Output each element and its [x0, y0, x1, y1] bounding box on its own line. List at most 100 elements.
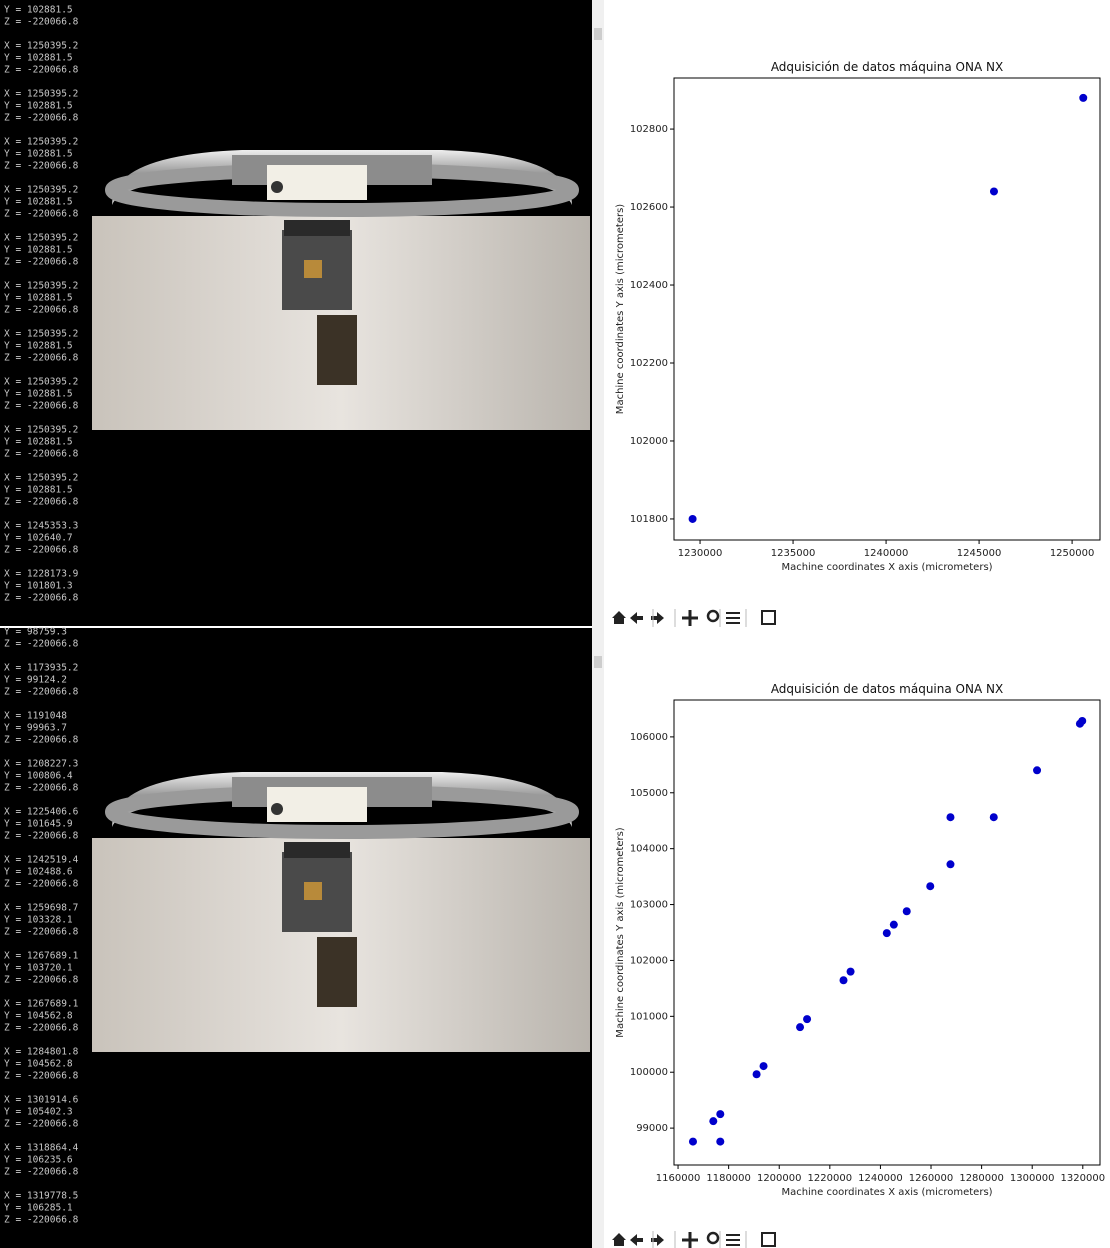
y-tick-label: 104000: [630, 844, 668, 855]
y-tick-label: 102800: [630, 124, 668, 135]
terminal-line: X = 1225406.6: [4, 807, 79, 818]
terminal-line: X = 1284801.8: [4, 1047, 79, 1058]
scroll-thumb[interactable]: [594, 28, 602, 40]
terminal-line: Y = 103328.1: [4, 915, 73, 926]
x-tick-label: 1200000: [757, 1173, 802, 1184]
scatter-point: [689, 1138, 697, 1146]
terminal-line: X = 1250395.2: [4, 233, 78, 244]
terminal-line: X = 1191048: [4, 711, 67, 722]
scatter-point: [890, 921, 898, 929]
chart-title: Adquisición de datos máquina ONA NX: [771, 682, 1003, 696]
terminal-line: X = 1242519.4: [4, 855, 79, 866]
terminal-line: Z = -220066.8: [4, 735, 79, 746]
x-tick-label: 1230000: [678, 548, 723, 559]
x-tick-label: 1180000: [706, 1173, 751, 1184]
terminal-line: Z = -220066.8: [4, 17, 79, 28]
terminal-line: X = 1250395.2: [4, 41, 78, 52]
scrollbar[interactable]: [592, 0, 604, 1248]
x-tick-label: 1240000: [864, 548, 909, 559]
terminal-line: Y = 106235.6: [4, 1155, 73, 1166]
y-axis-label: Machine coordinates Y axis (micrometers): [615, 204, 626, 414]
scatter-point: [990, 813, 998, 821]
y-tick-label: 101000: [630, 1011, 668, 1022]
scatter-point: [990, 187, 998, 195]
y-tick-label: 103000: [630, 900, 668, 911]
terminal-line: Y = 102881.5: [4, 5, 73, 16]
scatter-point: [1078, 717, 1086, 725]
scatter-point: [716, 1138, 724, 1146]
scatter-point: [760, 1062, 768, 1070]
y-axis-label: Machine coordinates Y axis (micrometers): [615, 827, 626, 1037]
scatter-point: [840, 976, 848, 984]
x-tick-label: 1160000: [656, 1173, 701, 1184]
terminal-line: X = 1267689.1: [4, 951, 79, 962]
terminal-line: Z = -220066.8: [4, 975, 79, 986]
terminal-line: X = 1319778.5: [4, 1191, 78, 1202]
terminal-line: Y = 99963.7: [4, 723, 67, 734]
terminal-line: Y = 101645.9: [4, 819, 73, 830]
terminal-line: Y = 102881.5: [4, 437, 73, 448]
terminal-line: Z = -220066.8: [4, 1071, 79, 1082]
terminal-line: Z = -220066.8: [4, 1215, 79, 1226]
y-tick-label: 102000: [630, 955, 668, 966]
terminal-line: Y = 102881.5: [4, 485, 73, 496]
terminal-line: Z = -220066.8: [4, 687, 79, 698]
scatter-point: [946, 860, 954, 868]
scroll-thumb[interactable]: [594, 656, 602, 668]
terminal-line: Y = 104562.8: [4, 1011, 73, 1022]
terminal-line: Z = -220066.8: [4, 1023, 79, 1034]
x-tick-label: 1250000: [1050, 548, 1095, 559]
terminal-line: Y = 100806.4: [4, 771, 73, 782]
y-tick-label: 102200: [630, 358, 668, 369]
y-tick-label: 105000: [630, 788, 668, 799]
scatter-point: [847, 968, 855, 976]
terminal-line: Y = 102881.5: [4, 197, 73, 208]
terminal-line: Y = 102881.5: [4, 53, 73, 64]
terminal-line: X = 1173935.2: [4, 663, 78, 674]
terminal-line: Z = -220066.8: [4, 783, 79, 794]
terminal-line: Z = -220066.8: [4, 257, 79, 268]
terminal-line: X = 1250395.2: [4, 377, 78, 388]
y-tick-label: 102600: [630, 202, 668, 213]
x-tick-label: 1220000: [808, 1173, 853, 1184]
terminal-line: Z = -220066.8: [4, 1119, 79, 1130]
plot-window: [604, 0, 1110, 1248]
terminal-line: Z = -220066.8: [4, 449, 79, 460]
terminal-line: X = 1250395.2: [4, 185, 78, 196]
terminal-line: X = 1267689.1: [4, 999, 79, 1010]
y-tick-label: 102000: [630, 436, 668, 447]
x-tick-label: 1260000: [909, 1173, 954, 1184]
terminal-line: X = 1318864.4: [4, 1143, 79, 1154]
y-tick-label: 102400: [630, 280, 668, 291]
terminal-line: Z = -220066.8: [4, 639, 79, 650]
terminal-line: X = 1250395.2: [4, 89, 78, 100]
terminal-line: Y = 98759.3: [4, 627, 67, 638]
terminal-line: Y = 101801.3: [4, 581, 73, 592]
scatter-point: [716, 1110, 724, 1118]
x-tick-label: 1235000: [771, 548, 816, 559]
terminal-line: X = 1250395.2: [4, 329, 78, 340]
x-tick-label: 1240000: [858, 1173, 903, 1184]
x-axis-label: Machine coordinates X axis (micrometers): [781, 1187, 992, 1198]
x-tick-label: 1280000: [959, 1173, 1004, 1184]
terminal-line: Z = -220066.8: [4, 161, 79, 172]
y-tick-label: 99000: [636, 1123, 668, 1134]
scatter-point: [753, 1070, 761, 1078]
screen: Y = 102881.5Z = -220066.8X = 1250395.2Y …: [0, 0, 1110, 1248]
scatter-point: [1079, 94, 1087, 102]
terminal-line: Z = -220066.8: [4, 593, 79, 604]
terminal-line: Y = 105402.3: [4, 1107, 73, 1118]
terminal-line: Y = 106285.1: [4, 1203, 73, 1214]
terminal-line: Z = -220066.8: [4, 209, 79, 220]
terminal-line: Z = -220066.8: [4, 1167, 79, 1178]
y-tick-label: 100000: [630, 1067, 668, 1078]
y-tick-label: 106000: [630, 732, 668, 743]
terminal-line: Y = 102881.5: [4, 245, 73, 256]
terminal-line: Y = 102881.5: [4, 293, 73, 304]
x-tick-label: 1245000: [957, 548, 1002, 559]
terminal-line: Y = 99124.2: [4, 675, 67, 686]
x-tick-label: 1300000: [1010, 1173, 1055, 1184]
scatter-point: [689, 515, 697, 523]
scatter-point: [709, 1117, 717, 1125]
terminal-line: Y = 102881.5: [4, 389, 73, 400]
